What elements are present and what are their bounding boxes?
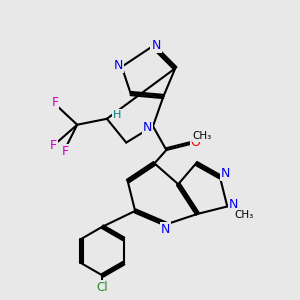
Text: F: F <box>62 145 69 158</box>
Text: H: H <box>113 110 122 120</box>
Text: N: N <box>151 39 160 52</box>
Text: F: F <box>50 139 57 152</box>
Text: N: N <box>161 223 170 236</box>
Text: F: F <box>51 96 58 109</box>
Text: O: O <box>190 136 200 149</box>
Text: N: N <box>143 121 152 134</box>
Text: N: N <box>229 199 239 212</box>
Text: CH₃: CH₃ <box>234 210 253 220</box>
Text: Cl: Cl <box>97 281 108 294</box>
Text: N: N <box>113 59 123 72</box>
Text: N: N <box>220 167 230 180</box>
Text: CH₃: CH₃ <box>192 131 212 141</box>
